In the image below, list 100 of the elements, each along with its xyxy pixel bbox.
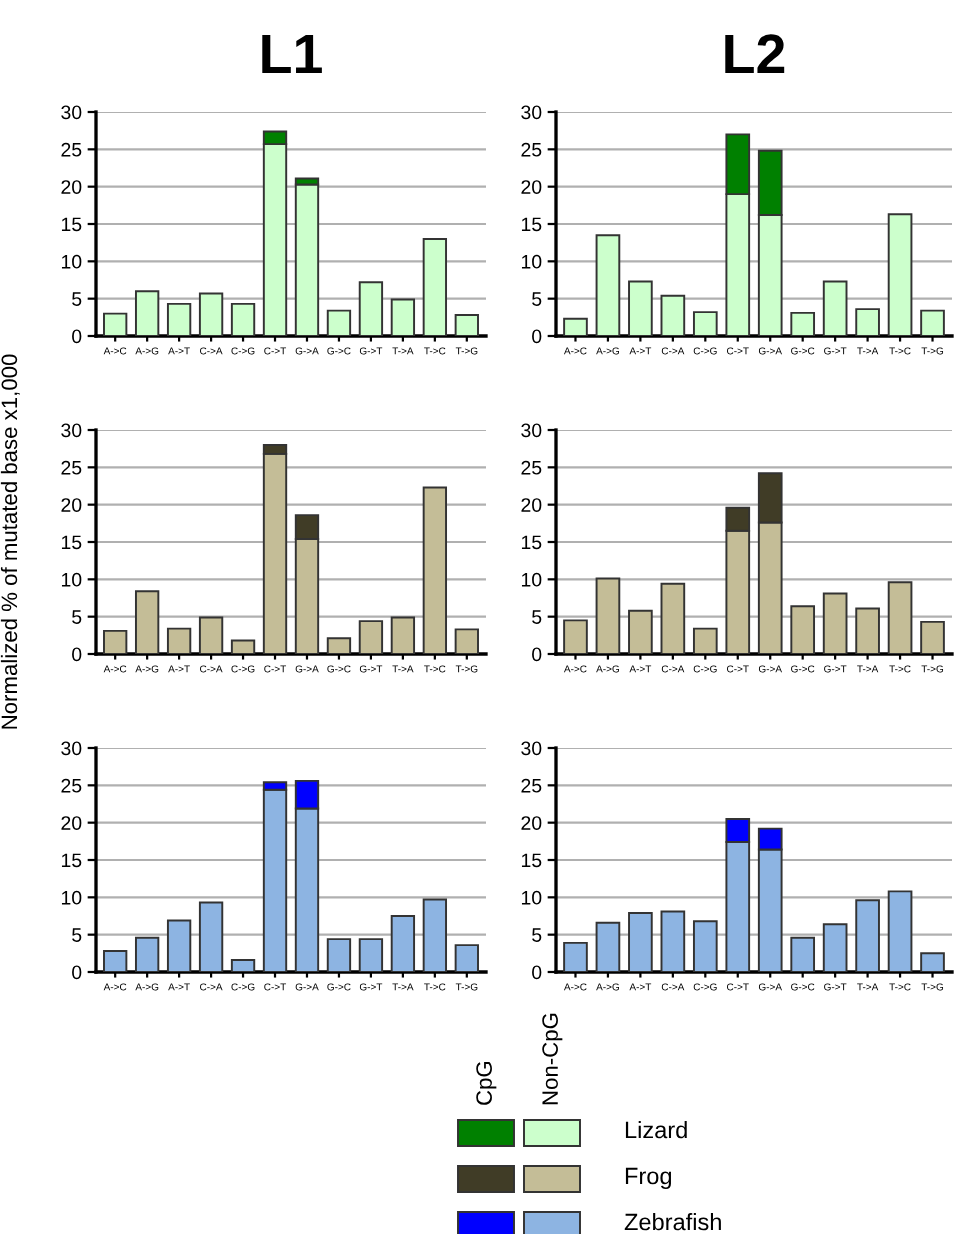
bar	[790, 936, 816, 972]
bar	[422, 237, 448, 336]
text: Frog	[625, 1167, 672, 1190]
bar	[454, 314, 479, 336]
y-tick-label: 15	[521, 535, 542, 550]
bar	[790, 605, 816, 654]
bar	[822, 280, 848, 336]
bar	[920, 620, 945, 654]
y-tick-label: 10	[521, 254, 542, 269]
bar	[358, 620, 384, 654]
y-axis-title: Normalized % of mutated base x1,000	[0, 354, 20, 729]
y-tick-label: 15	[61, 535, 82, 550]
y-tick-label: 15	[521, 853, 542, 868]
y-tick-label: 25	[521, 778, 542, 793]
y-tick-label: 5	[72, 292, 82, 306]
y-tick-label: 30	[521, 105, 542, 120]
y-tick-label: 15	[61, 853, 82, 868]
bar	[198, 901, 224, 972]
chart-title: L1	[262, 34, 322, 74]
bar	[422, 898, 448, 972]
bar	[262, 788, 288, 972]
bar	[595, 234, 621, 336]
y-tick-label: 30	[61, 741, 82, 756]
y-tick-label: 0	[72, 647, 82, 662]
bar	[358, 938, 384, 972]
bar	[660, 910, 686, 972]
bar	[595, 577, 621, 654]
y-tick-label: 0	[72, 329, 82, 344]
y-tick-label: 15	[61, 217, 82, 232]
bar	[790, 311, 816, 336]
y-tick-label: 0	[72, 965, 82, 980]
y-tick-label: 10	[521, 572, 542, 587]
y-tick-label: 20	[61, 498, 82, 512]
bar	[103, 629, 128, 654]
y-tick-label: 25	[61, 460, 82, 475]
bar	[230, 959, 256, 972]
bar	[422, 486, 448, 654]
y-tick-label: 25	[61, 778, 82, 793]
bar	[390, 616, 416, 654]
y-tick-label: 5	[72, 928, 82, 942]
bar	[920, 309, 945, 336]
y-tick-label: 5	[532, 928, 542, 942]
bar	[692, 920, 718, 972]
text: Zebrafish	[624, 1212, 721, 1231]
y-tick-label: 20	[61, 816, 82, 830]
bar	[628, 609, 653, 654]
y-tick-label: 0	[532, 329, 542, 344]
bar	[822, 923, 848, 972]
y-tick-label: 10	[61, 254, 82, 269]
bar	[660, 294, 686, 336]
y-tick-label: 5	[532, 610, 542, 624]
bar	[563, 317, 588, 336]
y-tick-label: 25	[521, 460, 542, 475]
bar	[855, 899, 880, 972]
y-tick-label: 20	[61, 180, 82, 194]
y-tick-label: 25	[61, 142, 82, 157]
bar	[230, 302, 256, 336]
bar	[166, 302, 192, 336]
y-tick-label: 20	[521, 180, 542, 194]
y-tick-label: 30	[521, 741, 542, 756]
chart-title: L2	[725, 34, 785, 74]
y-tick-label: 0	[532, 647, 542, 662]
bar	[198, 616, 224, 654]
y-tick-label: 15	[521, 217, 542, 232]
y-tick-label: 30	[521, 423, 542, 438]
bar	[198, 292, 224, 336]
y-tick-label: 30	[61, 423, 82, 438]
y-tick-label: 25	[521, 142, 542, 157]
y-tick-label: 10	[61, 890, 82, 905]
bar	[855, 308, 880, 336]
bar	[887, 890, 913, 972]
bar	[134, 936, 160, 972]
bar	[454, 944, 479, 972]
bar	[595, 921, 621, 972]
bar	[855, 607, 880, 654]
bar	[660, 582, 686, 654]
bar	[692, 627, 718, 654]
bar	[134, 590, 160, 654]
bar	[692, 311, 718, 336]
y-tick-label: 10	[61, 572, 82, 587]
bar	[887, 213, 913, 336]
bar	[390, 915, 416, 972]
bar	[822, 592, 848, 654]
text: CpG	[476, 1061, 497, 1105]
bar	[887, 581, 913, 654]
bar	[326, 938, 352, 972]
bar	[628, 280, 653, 336]
y-tick-label: 5	[532, 292, 542, 306]
bar	[230, 639, 256, 654]
bar	[326, 637, 352, 654]
y-tick-label: 20	[521, 816, 542, 830]
bar	[134, 290, 160, 336]
bar	[103, 312, 128, 336]
bar	[166, 919, 192, 972]
y-tick-label: 10	[521, 890, 542, 905]
bar	[390, 298, 416, 336]
bar	[294, 183, 320, 336]
bar	[326, 309, 352, 336]
bar	[166, 627, 192, 654]
y-tick-label: 0	[532, 965, 542, 980]
